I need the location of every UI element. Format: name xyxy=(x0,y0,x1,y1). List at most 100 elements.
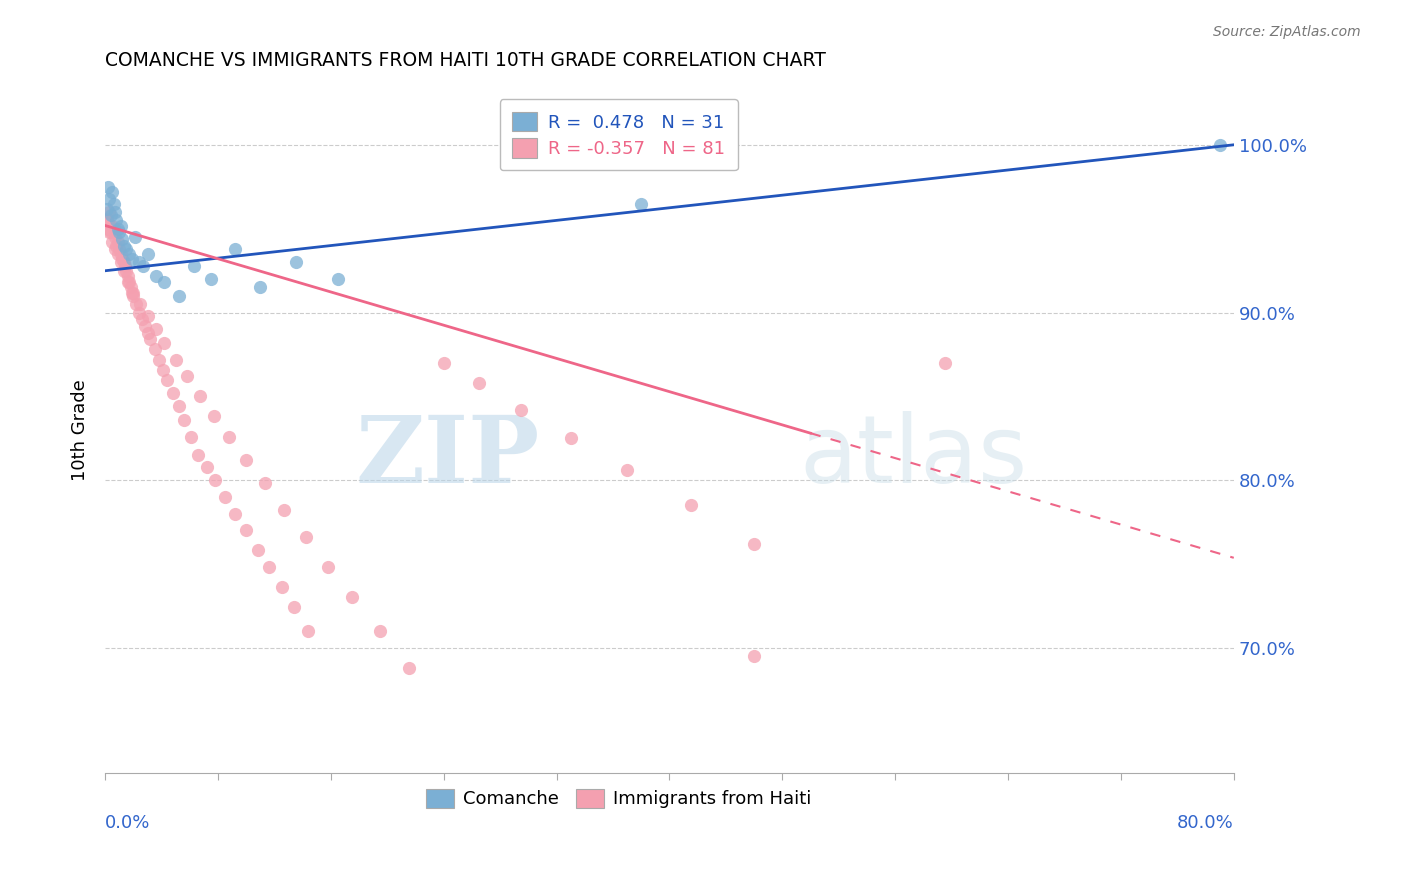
Point xyxy=(108,225,131,239)
Point xyxy=(139,333,162,347)
Point xyxy=(128,305,150,319)
Point xyxy=(167,400,190,414)
Point xyxy=(153,335,176,350)
Point xyxy=(253,476,276,491)
Point xyxy=(180,429,202,443)
Point xyxy=(103,196,125,211)
Point xyxy=(165,352,187,367)
Point xyxy=(224,242,246,256)
Point xyxy=(224,507,246,521)
Point xyxy=(183,259,205,273)
Point xyxy=(98,225,121,239)
Point xyxy=(118,247,141,261)
Point xyxy=(249,280,271,294)
Point xyxy=(100,209,122,223)
Point xyxy=(104,230,127,244)
Point xyxy=(100,225,122,239)
Point xyxy=(131,312,153,326)
Point xyxy=(294,530,316,544)
Point xyxy=(105,213,128,227)
Text: Source: ZipAtlas.com: Source: ZipAtlas.com xyxy=(1213,25,1361,39)
Point xyxy=(112,255,135,269)
Point xyxy=(122,285,145,300)
Point xyxy=(257,560,280,574)
Point xyxy=(108,242,131,256)
Point xyxy=(246,543,269,558)
Point xyxy=(235,524,257,538)
Point xyxy=(934,356,956,370)
Point xyxy=(167,289,190,303)
Point xyxy=(188,389,211,403)
Legend: Comanche, Immigrants from Haiti: Comanche, Immigrants from Haiti xyxy=(419,781,818,815)
Text: 80.0%: 80.0% xyxy=(1177,814,1234,832)
Point xyxy=(98,205,121,219)
Point xyxy=(273,503,295,517)
Point xyxy=(110,219,132,233)
Point xyxy=(136,247,159,261)
Text: ZIP: ZIP xyxy=(356,412,540,502)
Point xyxy=(235,453,257,467)
Point xyxy=(112,238,135,252)
Point xyxy=(115,242,138,256)
Point xyxy=(145,322,167,336)
Point xyxy=(218,429,240,443)
Point xyxy=(145,268,167,283)
Point xyxy=(124,230,146,244)
Point xyxy=(153,276,176,290)
Point xyxy=(121,285,143,300)
Point xyxy=(97,222,120,236)
Point xyxy=(202,409,225,424)
Point xyxy=(468,376,491,390)
Point xyxy=(107,222,129,236)
Point xyxy=(105,238,128,252)
Point xyxy=(107,247,129,261)
Point xyxy=(742,537,765,551)
Point xyxy=(117,268,139,283)
Y-axis label: 10th Grade: 10th Grade xyxy=(72,379,89,481)
Point xyxy=(96,211,118,226)
Point xyxy=(111,252,134,266)
Point xyxy=(121,252,143,266)
Point xyxy=(316,560,339,574)
Point xyxy=(152,362,174,376)
Point xyxy=(110,255,132,269)
Point xyxy=(136,326,159,340)
Point xyxy=(398,661,420,675)
Point xyxy=(114,259,136,273)
Point xyxy=(103,222,125,236)
Point xyxy=(111,232,134,246)
Point xyxy=(297,624,319,638)
Point xyxy=(742,648,765,663)
Point xyxy=(101,185,124,199)
Point xyxy=(340,591,363,605)
Point xyxy=(368,624,391,638)
Point xyxy=(104,205,127,219)
Point xyxy=(118,276,141,290)
Point xyxy=(117,276,139,290)
Point xyxy=(115,264,138,278)
Point xyxy=(128,255,150,269)
Point xyxy=(120,280,142,294)
Point xyxy=(156,373,179,387)
Point xyxy=(1208,138,1230,153)
Point xyxy=(176,369,198,384)
Point xyxy=(283,600,305,615)
Text: atlas: atlas xyxy=(799,411,1028,503)
Point xyxy=(122,289,145,303)
Point xyxy=(129,297,152,311)
Point xyxy=(204,473,226,487)
Point xyxy=(136,309,159,323)
Point xyxy=(284,255,307,269)
Point xyxy=(98,192,121,206)
Point xyxy=(510,402,533,417)
Point xyxy=(162,386,184,401)
Point xyxy=(112,264,135,278)
Point xyxy=(616,463,638,477)
Point xyxy=(560,431,582,445)
Point xyxy=(195,459,218,474)
Point xyxy=(433,356,456,370)
Point xyxy=(270,580,292,594)
Point xyxy=(143,343,166,357)
Point xyxy=(97,180,120,194)
Point xyxy=(630,196,652,211)
